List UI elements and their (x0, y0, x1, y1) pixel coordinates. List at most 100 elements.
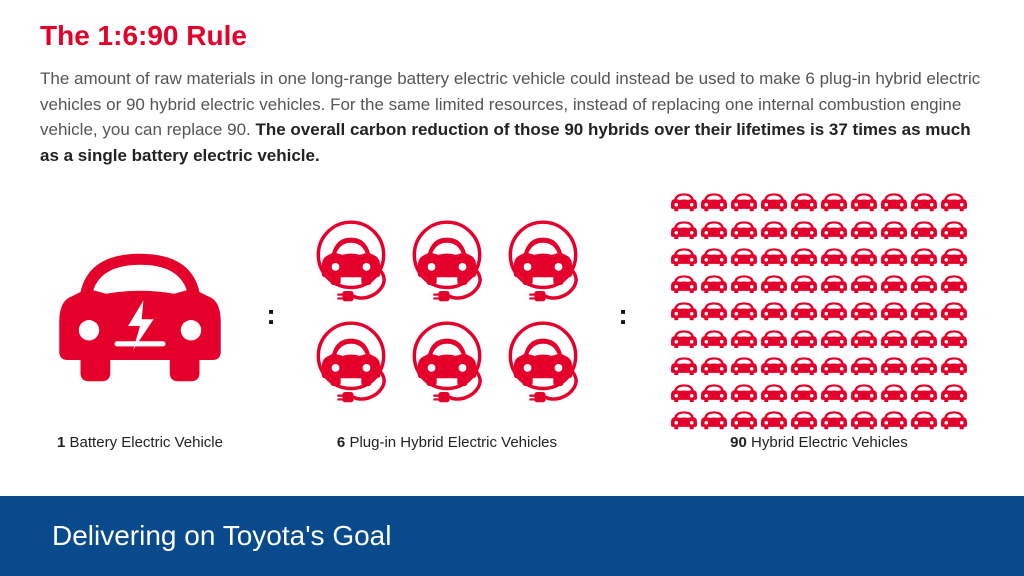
hev-cell (701, 355, 727, 380)
hev-car-icon (761, 382, 787, 402)
hev-cell (881, 382, 907, 407)
caption-hev-count: 90 (730, 434, 747, 451)
hev-car-icon (851, 246, 877, 266)
hev-cell (851, 355, 877, 380)
bev-icon-area (55, 198, 225, 428)
hev-car-icon (701, 328, 727, 348)
phev-grid (308, 217, 586, 409)
hev-car-icon (671, 219, 697, 239)
hev-cell (881, 328, 907, 353)
hev-car-icon (791, 409, 817, 429)
hev-car-icon (791, 328, 817, 348)
hev-car-icon (911, 300, 937, 320)
hev-cell (791, 191, 817, 216)
hev-cell (701, 273, 727, 298)
hev-car-icon (731, 409, 757, 429)
hev-car-icon (761, 355, 787, 375)
hev-car-icon (851, 300, 877, 320)
hev-car-icon (731, 273, 757, 293)
hev-car-icon (911, 328, 937, 348)
hev-cell (791, 273, 817, 298)
hev-cell (671, 300, 697, 325)
hev-cell (821, 328, 847, 353)
caption-phev-count: 6 (337, 434, 345, 451)
hev-car-icon (881, 273, 907, 293)
hev-cell (821, 382, 847, 407)
hev-cell (761, 328, 787, 353)
hev-cell (881, 409, 907, 434)
column-bev: 1 Battery Electric Vehicle (40, 198, 240, 451)
hev-cell (821, 219, 847, 244)
hev-car-icon (941, 355, 967, 375)
footer-banner: Delivering on Toyota's Goal (0, 496, 1024, 576)
hev-cell (821, 355, 847, 380)
hev-cell (791, 300, 817, 325)
hev-cell (941, 355, 967, 380)
ratio-separator: : (616, 301, 629, 329)
hev-car-icon (851, 382, 877, 402)
body-paragraph: The amount of raw materials in one long-… (40, 66, 984, 168)
column-hev: 90 Hybrid Electric Vehicles (654, 198, 984, 451)
phev-icon-area (308, 198, 586, 428)
hev-car-icon (941, 382, 967, 402)
hev-cell (911, 273, 937, 298)
hev-car-icon (821, 219, 847, 239)
hev-cell (731, 382, 757, 407)
hev-cell (881, 273, 907, 298)
hev-car-icon (671, 273, 697, 293)
hev-car-icon (701, 409, 727, 429)
hev-cell (851, 300, 877, 325)
hev-cell (701, 409, 727, 434)
hev-car-icon (821, 273, 847, 293)
caption-bev-count: 1 (57, 434, 65, 451)
hev-car-icon (881, 219, 907, 239)
phev-car-icon (308, 318, 394, 404)
hev-cell (821, 273, 847, 298)
hev-cell (851, 246, 877, 271)
hev-car-icon (701, 246, 727, 266)
hev-car-icon (791, 219, 817, 239)
hev-car-icon (851, 219, 877, 239)
phev-cell (500, 217, 586, 308)
hev-cell (731, 409, 757, 434)
hev-car-icon (821, 246, 847, 266)
hev-car-icon (881, 328, 907, 348)
hev-car-icon (821, 300, 847, 320)
phev-car-icon (404, 217, 490, 303)
hev-car-icon (761, 409, 787, 429)
hev-cell (701, 246, 727, 271)
hev-car-icon (761, 328, 787, 348)
hev-cell (911, 191, 937, 216)
hev-cell (941, 328, 967, 353)
hev-cell (701, 382, 727, 407)
hev-cell (911, 300, 937, 325)
hev-cell (941, 273, 967, 298)
hev-cell (911, 219, 937, 244)
hev-cell (731, 246, 757, 271)
hev-cell (941, 382, 967, 407)
hev-cell (761, 300, 787, 325)
hev-car-icon (851, 273, 877, 293)
hev-car-icon (791, 273, 817, 293)
caption-hev-label: Hybrid Electric Vehicles (751, 434, 908, 451)
hev-car-icon (911, 246, 937, 266)
hev-cell (911, 409, 937, 434)
hev-car-icon (911, 409, 937, 429)
hev-cell (941, 191, 967, 216)
hev-car-icon (671, 300, 697, 320)
hev-cell (791, 219, 817, 244)
hev-cell (851, 409, 877, 434)
hev-cell (791, 382, 817, 407)
hev-car-icon (671, 409, 697, 429)
hev-car-icon (941, 328, 967, 348)
page: The 1:6:90 Rule The amount of raw materi… (0, 0, 1024, 576)
hev-car-icon (881, 246, 907, 266)
hev-car-icon (911, 219, 937, 239)
hev-cell (761, 219, 787, 244)
hev-cell (731, 273, 757, 298)
hev-car-icon (941, 219, 967, 239)
hev-cell (881, 300, 907, 325)
bev-car-icon (55, 241, 225, 386)
hev-cell (671, 409, 697, 434)
hev-grid (671, 191, 967, 434)
